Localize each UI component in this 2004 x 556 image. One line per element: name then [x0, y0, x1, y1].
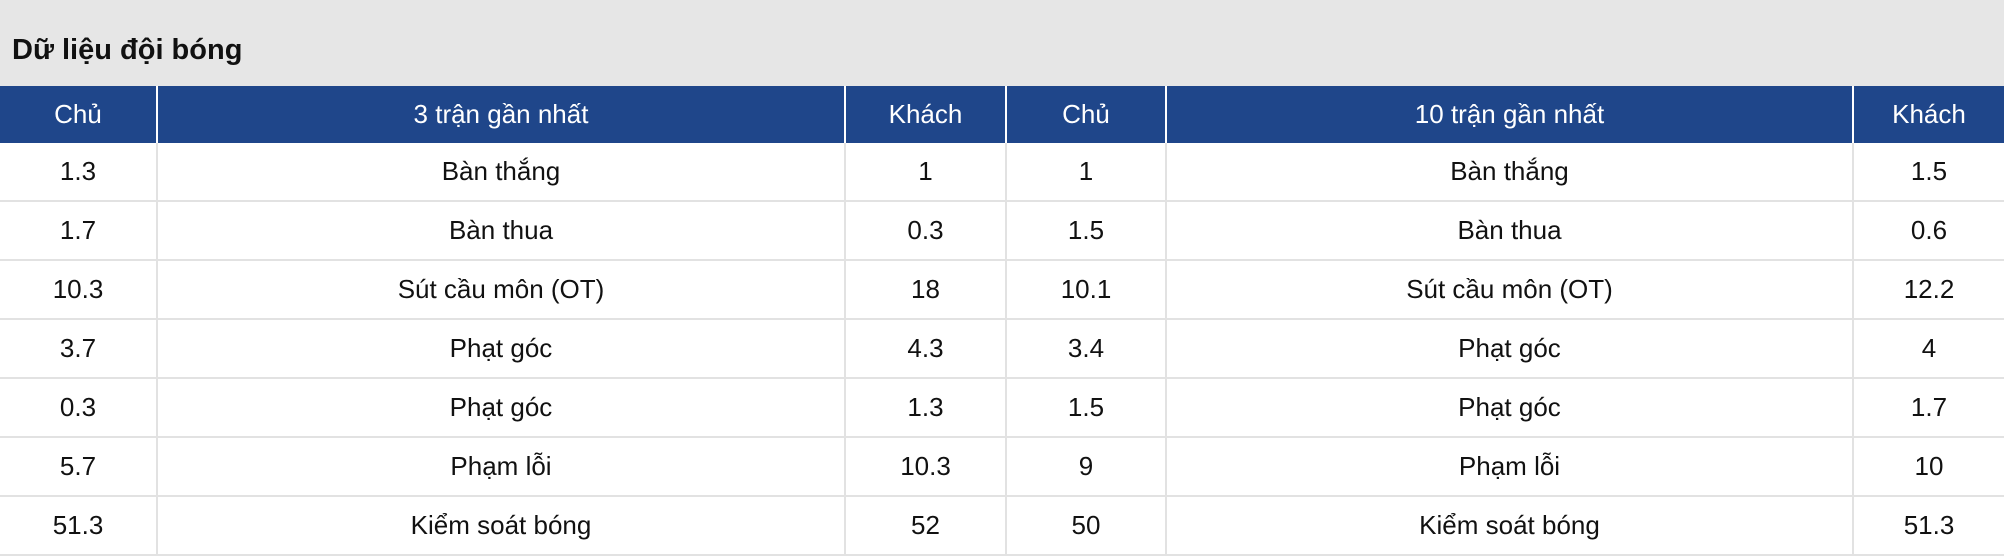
- home-value: 9: [1006, 437, 1167, 497]
- home-value: 1.5: [1006, 378, 1167, 438]
- table-row: 5.7 Phạm lỗi 10.3 9 Phạm lỗi 10: [0, 437, 2004, 497]
- table-row: 1.7 Bàn thua 0.3 1.5 Bàn thua 0.6: [0, 201, 2004, 261]
- header-row: Chủ 3 trận gần nhất Khách Chủ 10 trận gần nh…: [0, 86, 2004, 143]
- away-value: 4: [1853, 319, 2004, 379]
- stat-label: Bàn thua: [1166, 201, 1854, 261]
- away-value: 12.2: [1853, 260, 2004, 320]
- home-value: 3.4: [1006, 319, 1167, 379]
- home-value: 10.3: [0, 260, 158, 320]
- stat-label: Bàn thắng: [157, 143, 846, 202]
- stat-label: Bàn thắng: [1166, 143, 1854, 202]
- home-value: 1.7: [0, 201, 158, 261]
- away-value: 0.6: [1853, 201, 2004, 261]
- stat-label: Phạt góc: [1166, 319, 1854, 379]
- stat-label: Phạt góc: [157, 319, 846, 379]
- home-value: 50: [1006, 496, 1167, 556]
- stat-label: Phạt góc: [157, 378, 846, 438]
- home-value: 10.1: [1006, 260, 1167, 320]
- away-value: 10.3: [845, 437, 1007, 497]
- stat-label: Sút cầu môn (OT): [1166, 260, 1854, 320]
- away-value: 18: [845, 260, 1007, 320]
- stat-label: Phạm lỗi: [1166, 437, 1854, 497]
- table-row: 3.7 Phạt góc 4.3 3.4 Phạt góc 4: [0, 319, 2004, 379]
- team-stats-table: Chủ 3 trận gần nhất Khách Chủ 10 trận gần nh…: [0, 86, 2004, 556]
- home-header: Chủ: [0, 86, 158, 143]
- stat-label: Sút cầu môn (OT): [157, 260, 846, 320]
- away-value: 51.3: [1853, 496, 2004, 556]
- table-row: 51.3 Kiểm soát bóng 52 50 Kiểm soát bóng 51.3: [0, 496, 2004, 556]
- home-value: 51.3: [0, 496, 158, 556]
- home-value: 1.5: [1006, 201, 1167, 261]
- section-title: Dữ liệu đội bóng: [12, 34, 243, 66]
- table-row: 0.3 Phạt góc 1.3 1.5 Phạt góc 1.7: [0, 378, 2004, 438]
- away-value: 0.3: [845, 201, 1007, 261]
- home-value: 3.7: [0, 319, 158, 379]
- stat-label: Phạm lỗi: [157, 437, 846, 497]
- home-value: 1: [1006, 143, 1167, 202]
- away-value: 1.7: [1853, 378, 2004, 438]
- stat-label: Kiểm soát bóng: [157, 496, 846, 556]
- table-row: 10.3 Sút cầu môn (OT) 18 10.1 Sút cầu môn (O…: [0, 260, 2004, 320]
- home-value: 5.7: [0, 437, 158, 497]
- home-header: Chủ: [1006, 86, 1167, 143]
- last-10-header: 10 trận gần nhất: [1166, 86, 1854, 143]
- last-3-header: 3 trận gần nhất: [157, 86, 846, 143]
- stat-label: Kiểm soát bóng: [1166, 496, 1854, 556]
- away-value: 1.3: [845, 378, 1007, 438]
- home-value: 1.3: [0, 143, 158, 202]
- away-value: 4.3: [845, 319, 1007, 379]
- away-value: 1: [845, 143, 1007, 202]
- stat-label: Phạt góc: [1166, 378, 1854, 438]
- away-value: 10: [1853, 437, 2004, 497]
- away-header: Khách: [1853, 86, 2004, 143]
- away-value: 1.5: [1853, 143, 2004, 202]
- table-row: 1.3 Bàn thắng 1 1 Bàn thắng 1.5: [0, 143, 2004, 202]
- away-value: 52: [845, 496, 1007, 556]
- stat-label: Bàn thua: [157, 201, 846, 261]
- away-header: Khách: [845, 86, 1007, 143]
- home-value: 0.3: [0, 378, 158, 438]
